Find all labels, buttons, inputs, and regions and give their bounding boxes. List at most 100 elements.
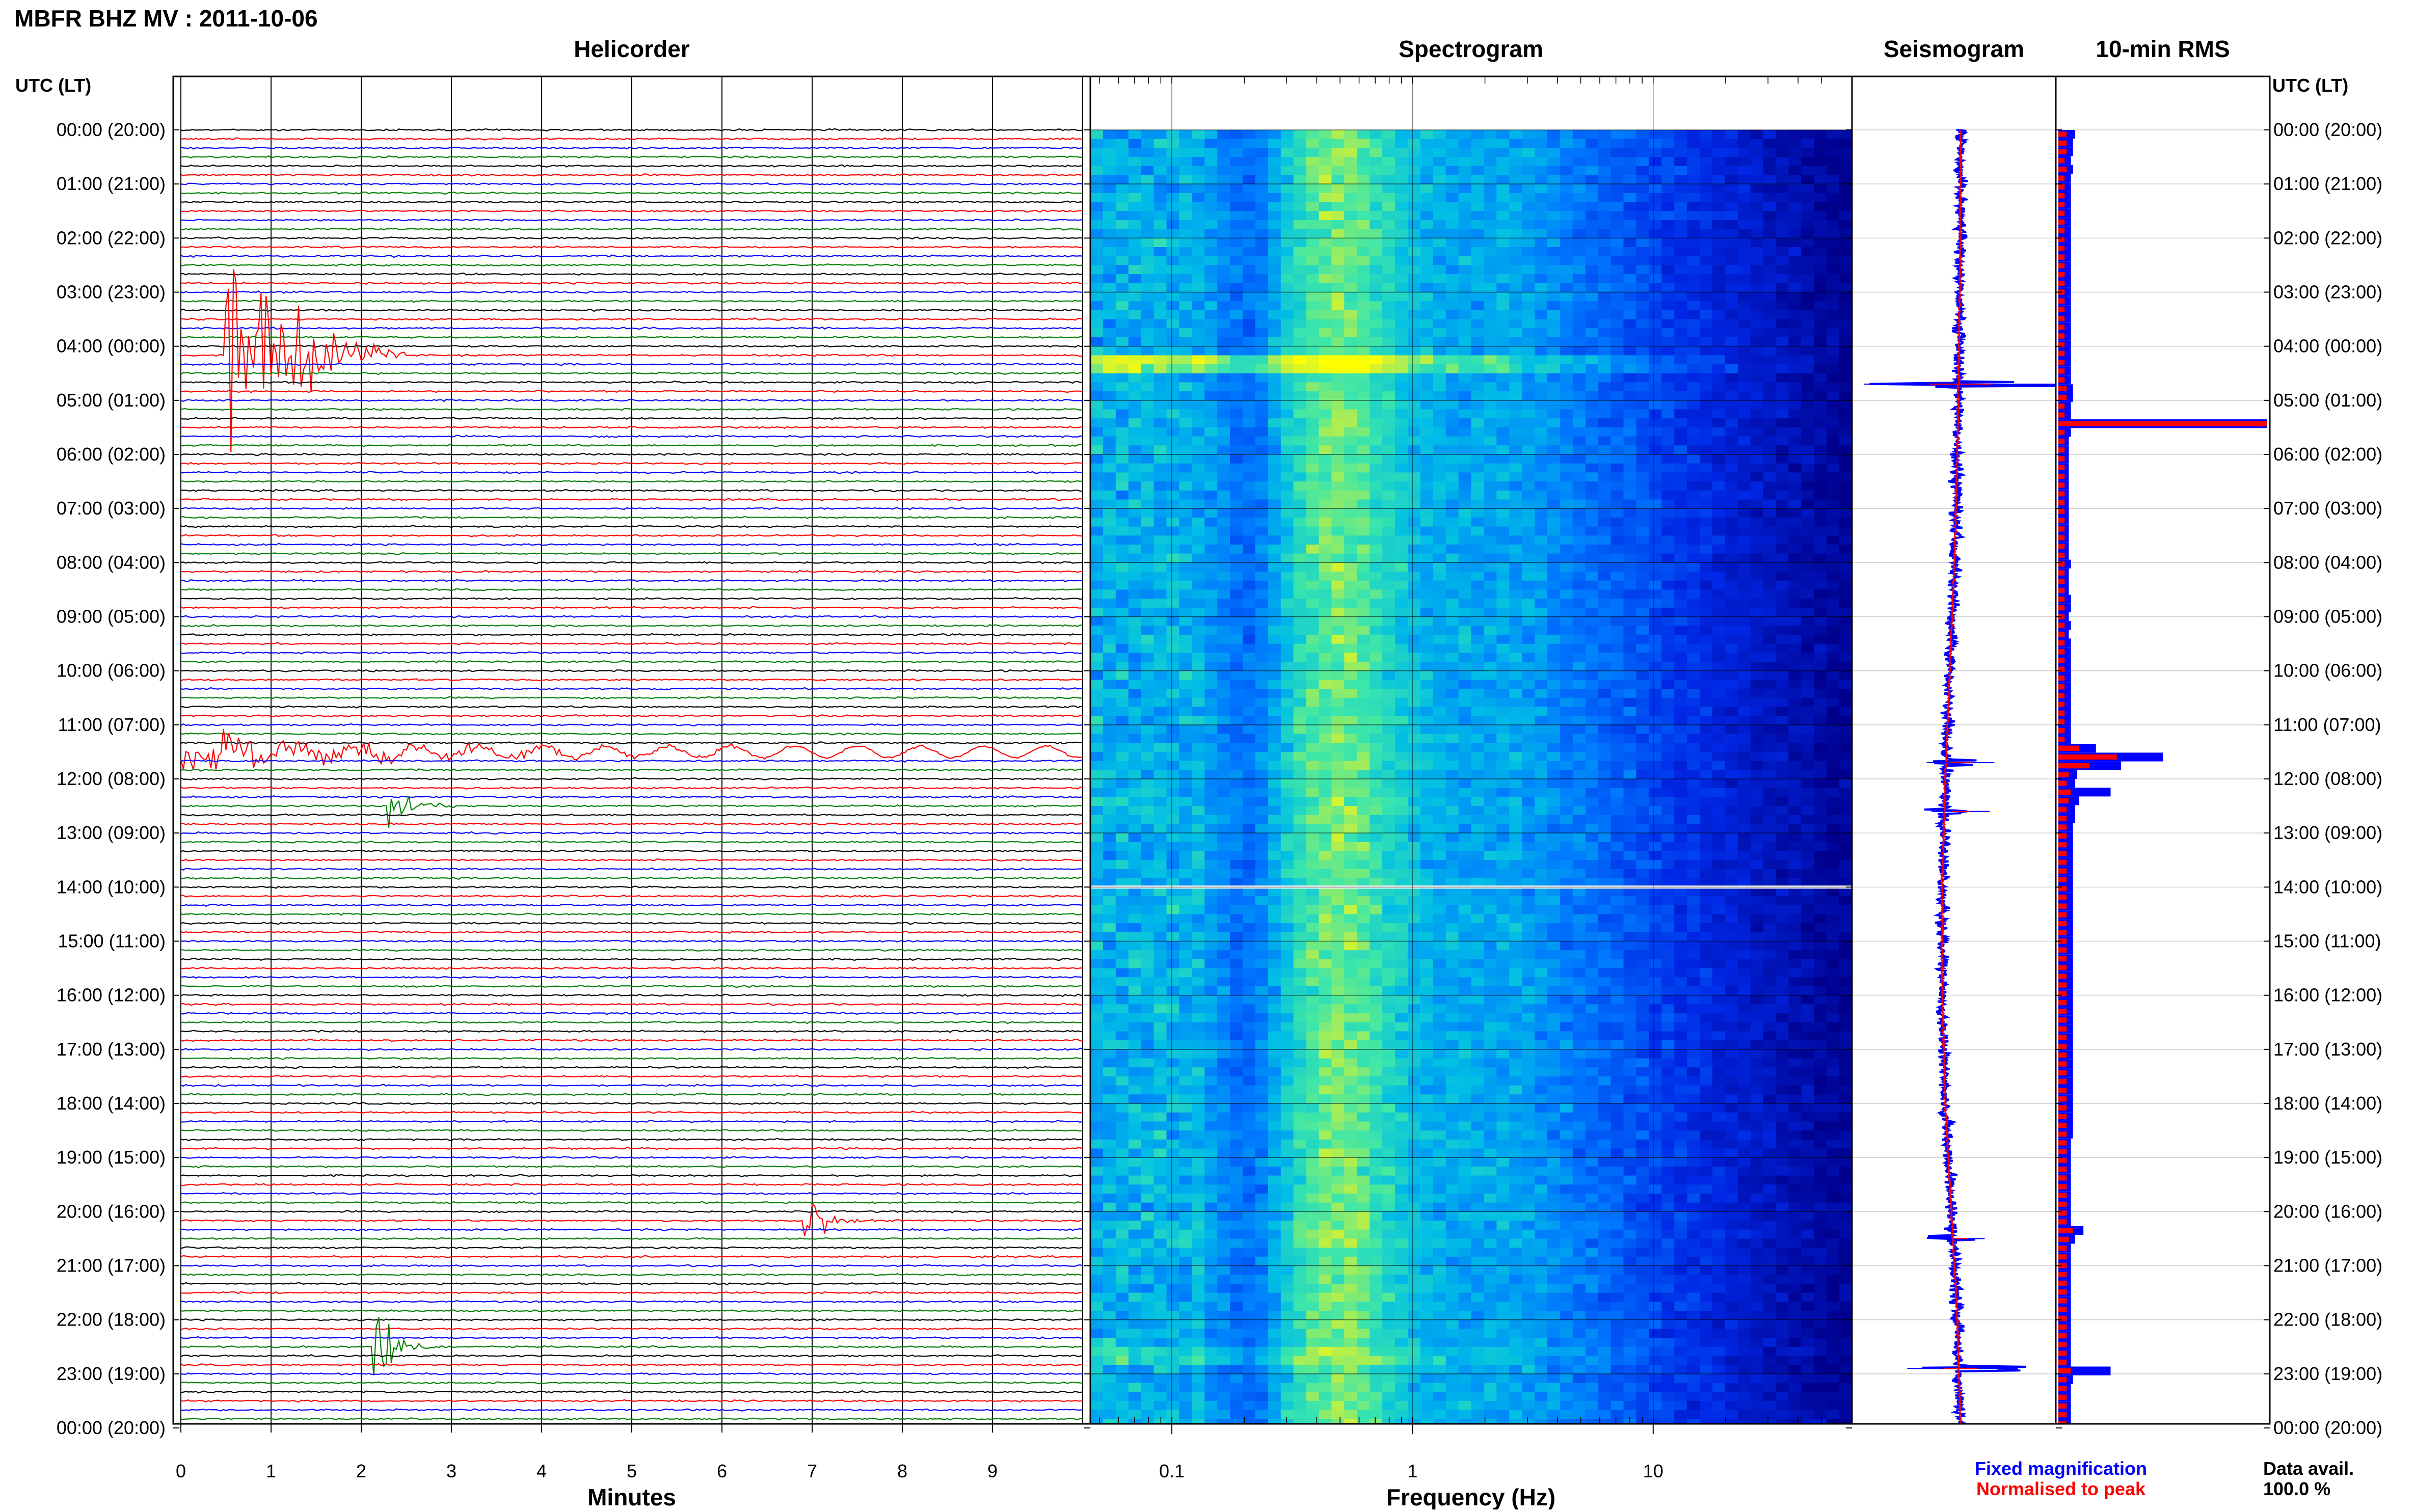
spectrogram-cell: [1661, 400, 1675, 410]
spectrogram-cell: [1141, 373, 1155, 383]
spectrogram-cell: [1090, 526, 1104, 536]
spectrogram-cell: [1547, 130, 1561, 140]
spectrogram-cell: [1420, 283, 1434, 293]
spectrogram-cell: [1471, 599, 1485, 608]
spectrogram-cell: [1801, 562, 1815, 572]
spectrogram-cell: [1166, 445, 1180, 455]
spectrogram-cell: [1509, 815, 1523, 825]
spectrogram-cell: [1496, 400, 1510, 410]
spectrogram-cell: [1255, 265, 1269, 275]
spectrogram-cell: [1319, 148, 1332, 157]
spectrogram-cell: [1712, 310, 1726, 320]
spectrogram-cell: [1115, 788, 1129, 797]
spectrogram-cell: [1725, 535, 1738, 545]
spectrogram-cell: [1115, 418, 1129, 428]
spectrogram-cell: [1484, 355, 1497, 365]
spectrogram-cell: [1293, 653, 1307, 662]
spectrogram-cell: [1636, 761, 1650, 770]
spectrogram-cell: [1547, 418, 1561, 428]
spectrogram-cell: [1725, 328, 1738, 338]
spectrogram-cell: [1319, 697, 1332, 708]
spectrogram-cell: [1661, 662, 1675, 671]
spectrogram-cell: [1725, 815, 1738, 825]
spectrogram-cell: [1217, 391, 1231, 401]
spectrogram-cell: [1636, 860, 1650, 870]
spectrogram-cell: [1115, 355, 1129, 365]
spectrogram-cell: [1687, 202, 1700, 211]
spectrogram-cell: [1484, 238, 1497, 248]
spectrogram-cell: [1598, 580, 1612, 590]
spectrogram-cell: [1496, 824, 1510, 833]
spectrogram-cell: [1293, 797, 1307, 806]
spectrogram-cell: [1687, 373, 1700, 383]
spectrogram-cell: [1243, 355, 1256, 365]
spectrogram-cell: [1166, 364, 1180, 374]
spectrogram-cell: [1306, 599, 1320, 608]
spectrogram-cell: [1725, 481, 1738, 491]
spectrogram-cell: [1737, 869, 1751, 879]
spectrogram-cell: [1103, 634, 1116, 644]
spectrogram-cell: [1560, 526, 1573, 536]
spectrogram-cell: [1255, 427, 1269, 437]
spectrogram-cell: [1522, 427, 1536, 437]
spectrogram-cell: [1319, 301, 1332, 311]
spectrogram-cell: [1141, 779, 1155, 789]
spectrogram-cell: [1839, 157, 1852, 167]
spectrogram-cell: [1382, 751, 1396, 762]
spectrogram-cell: [1382, 869, 1396, 879]
spectrogram-cell: [1344, 599, 1358, 608]
spectrogram-cell: [1433, 724, 1446, 735]
spectrogram-cell: [1166, 572, 1180, 581]
spectrogram-cell: [1623, 599, 1637, 608]
spectrogram-cell: [1547, 166, 1561, 176]
spectrogram-cell: [1535, 526, 1548, 536]
spectrogram-cell: [1407, 526, 1421, 536]
spectrogram-cell: [1166, 301, 1180, 311]
spectrogram-cell: [1407, 589, 1421, 599]
spectrogram-cell: [1217, 779, 1231, 789]
spectrogram-cell: [1382, 202, 1396, 211]
spectrogram-cell: [1230, 436, 1243, 446]
spectrogram-cell: [1217, 697, 1231, 708]
spectrogram-cell: [1814, 869, 1828, 879]
spectrogram-cell: [1712, 599, 1726, 608]
spectrogram-cell: [1433, 634, 1446, 644]
spectrogram-cell: [1433, 472, 1446, 482]
spectrogram-cell: [1445, 797, 1459, 806]
spectrogram-cell: [1776, 653, 1789, 662]
spectrogram-cell: [1776, 418, 1789, 428]
spectrogram-cell: [1814, 572, 1828, 581]
spectrogram-cell: [1445, 472, 1459, 482]
spectrogram-cell: [1255, 337, 1269, 347]
spectrogram-cell: [1725, 139, 1738, 148]
spectrogram-cell: [1192, 716, 1205, 725]
spectrogram-cell: [1433, 382, 1446, 392]
spectrogram-cell: [1458, 229, 1472, 238]
spectrogram-cell: [1737, 454, 1751, 464]
spectrogram-cell: [1687, 716, 1700, 725]
spectrogram-cell: [1687, 427, 1700, 437]
spectrogram-cell: [1750, 382, 1764, 392]
spectrogram-cell: [1700, 427, 1713, 437]
spectrogram-cell: [1484, 337, 1497, 347]
spectrogram-cell: [1115, 139, 1129, 148]
spectrogram-cell: [1280, 166, 1294, 176]
spectrogram-cell: [1471, 517, 1485, 527]
spectrogram-cell: [1103, 472, 1116, 482]
spectrogram-cell: [1103, 815, 1116, 825]
spectrogram-cell: [1509, 265, 1523, 275]
spectrogram-cell: [1572, 292, 1586, 302]
spectrogram-cell: [1585, 364, 1599, 374]
spectrogram-cell: [1128, 175, 1142, 184]
spectrogram-cell: [1598, 157, 1612, 167]
spectrogram-cell: [1814, 734, 1828, 743]
spectrogram-cell: [1484, 643, 1497, 653]
spectrogram-cell: [1750, 355, 1764, 365]
spectrogram-cell: [1509, 346, 1523, 356]
spectrogram-cell: [1458, 643, 1472, 653]
spectrogram-cell: [1674, 238, 1688, 248]
spectrogram-cell: [1306, 806, 1320, 816]
spectrogram-cell: [1509, 139, 1523, 148]
spectrogram-cell: [1547, 148, 1561, 157]
spectrogram-cell: [1243, 283, 1256, 293]
